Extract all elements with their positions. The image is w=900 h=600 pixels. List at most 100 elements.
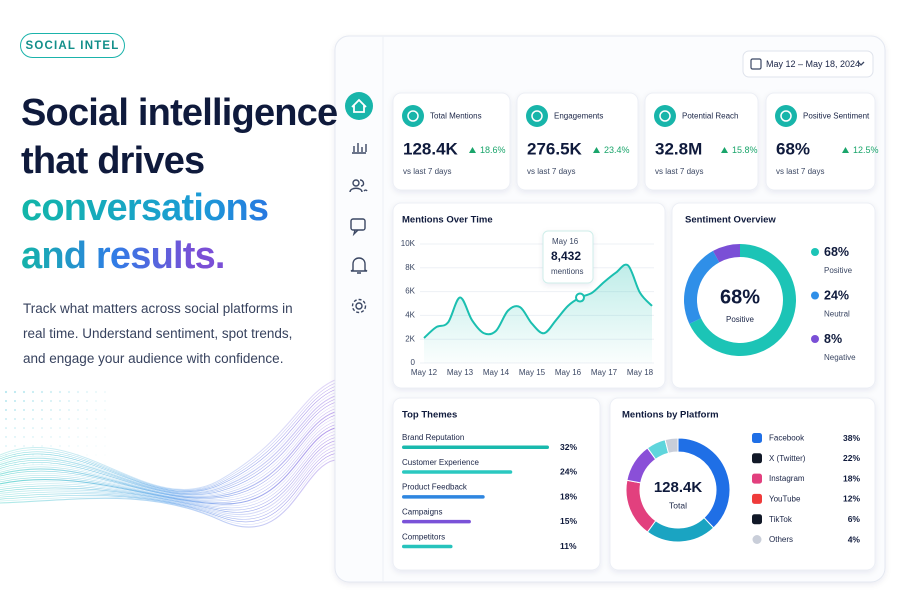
- title-line: conversations: [21, 185, 276, 233]
- wave-dot: [95, 436, 97, 438]
- wave-dot: [77, 454, 79, 456]
- wave-dot: [41, 454, 43, 456]
- wave-dot: [104, 418, 106, 420]
- kpi-note: vs last 7 days: [655, 167, 703, 176]
- wave-dot: [32, 454, 34, 456]
- wave-dot: [40, 390, 44, 394]
- platform-icon: [752, 473, 762, 484]
- wave-dot: [58, 390, 62, 394]
- wave-line: [0, 459, 336, 528]
- nav-icons[interactable]: [349, 143, 368, 314]
- bar: [402, 445, 549, 449]
- wave-dot: [104, 436, 106, 438]
- nav-home[interactable]: [345, 92, 373, 120]
- legend-label: TikTok: [769, 515, 793, 524]
- wave-dot: [41, 445, 43, 447]
- title-line: Social intelligence: [21, 92, 338, 134]
- bar: [402, 519, 471, 524]
- nav-settings[interactable]: [355, 302, 363, 310]
- platform-icon: [752, 535, 762, 544]
- kpi-icon: [775, 105, 797, 127]
- legend-label: Negative: [824, 353, 856, 362]
- dashboard-content: Total Mentions 128.4K 18.6% vs last 7 days E…: [392, 92, 879, 571]
- wave-dot: [5, 409, 7, 411]
- wave-dot: [104, 427, 106, 429]
- kpi-note: vs last 7 days: [776, 167, 824, 176]
- wave-dot: [77, 445, 79, 447]
- chart-title: Mentions Over Time: [402, 215, 493, 226]
- legend-value: 4%: [848, 534, 861, 544]
- wave-dot: [95, 445, 97, 447]
- title-line: that drives: [21, 139, 205, 182]
- wave-line: [0, 418, 336, 500]
- wave-line: [0, 392, 336, 493]
- wave-dot: [31, 390, 35, 394]
- wave-dot: [59, 436, 61, 438]
- tooltip-date: May 16: [552, 237, 579, 246]
- date-picker-box[interactable]: [742, 50, 874, 78]
- kpi-icon: [402, 105, 424, 127]
- wave-dot: [14, 409, 16, 411]
- bar-value: 18%: [560, 491, 577, 501]
- nav-audience[interactable]: [352, 179, 360, 187]
- nav-analytics[interactable]: [352, 143, 367, 154]
- wave-dot: [32, 418, 34, 420]
- wave-dot: [5, 445, 7, 447]
- wave-line: [0, 421, 336, 502]
- wave-dot: [23, 436, 25, 438]
- y-tick-label: 10K: [401, 239, 416, 248]
- wave-dot: [86, 436, 88, 438]
- wave-dot: [94, 390, 98, 394]
- hero-description: Track what matters across social platfor…: [23, 301, 293, 366]
- date-picker[interactable]: May 12 – May 18, 2024: [742, 50, 874, 78]
- wave-dot: [4, 399, 8, 403]
- legend-label: Facebook: [769, 434, 805, 443]
- wave-dot: [68, 409, 70, 411]
- title-line: and results.: [21, 233, 226, 281]
- wave-dot: [22, 390, 26, 394]
- wave-line: [0, 395, 336, 494]
- center-value: 68%: [720, 286, 760, 308]
- wave-dot: [77, 409, 79, 411]
- area-fill: [424, 264, 652, 363]
- y-tick-label: 6K: [405, 287, 415, 296]
- wave-dot: [59, 427, 61, 429]
- wave-dot: [104, 454, 106, 456]
- legend-label: Neutral: [824, 310, 850, 319]
- wave-dot: [41, 436, 43, 438]
- wave-dot: [58, 399, 62, 403]
- sidebar: [345, 92, 373, 314]
- calendar-icon: [750, 58, 762, 70]
- wave-dot: [67, 390, 71, 394]
- kpi-label: Positive Sentiment: [803, 112, 870, 121]
- badge: SOCIAL INTEL: [20, 33, 125, 58]
- wave-dot: [86, 454, 88, 456]
- kpi-note: vs last 7 days: [527, 167, 575, 176]
- bar-value: 11%: [560, 541, 577, 551]
- card: [392, 397, 601, 571]
- wave-line: [0, 456, 336, 525]
- wave-line: [0, 389, 336, 492]
- legend-label: YouTube: [769, 495, 801, 504]
- legend-value: 12%: [843, 494, 860, 504]
- wave-dot: [77, 427, 79, 429]
- chart-title: Sentiment Overview: [685, 215, 776, 226]
- wave-dot: [68, 463, 70, 465]
- bar: [402, 495, 485, 499]
- highlight-point: [575, 292, 585, 303]
- legend-value: 6%: [848, 514, 861, 524]
- donut-segment: [664, 437, 679, 454]
- chart-title: Top Themes: [402, 410, 457, 421]
- wave-dot: [95, 427, 97, 429]
- wave-dot: [23, 454, 25, 456]
- kpi-note: vs last 7 days: [403, 167, 451, 176]
- wave-dot: [4, 390, 8, 394]
- wave-dot: [14, 454, 16, 456]
- wave-line: [0, 398, 336, 495]
- x-tick-label: May 17: [591, 368, 618, 377]
- legend-value: 24%: [824, 288, 849, 302]
- wave-dot: [5, 427, 7, 429]
- nav-alerts[interactable]: [350, 257, 368, 274]
- kpi-change: 23.4%: [604, 145, 630, 155]
